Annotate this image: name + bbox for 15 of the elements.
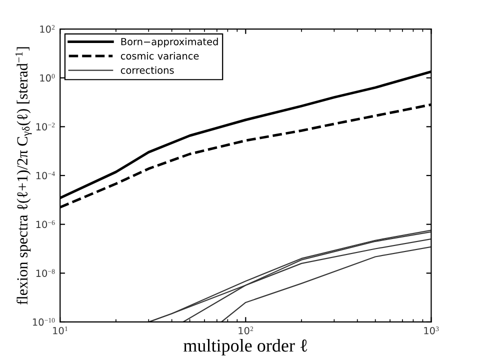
y-axis-title: flexion spectra ℓ(ℓ+1)/2π C$_{γδ}$(ℓ) [sterad$^{−1}$] [15, 47, 32, 305]
y-tick-label: 10$^{−6}$ [36, 220, 55, 228]
x-tick-label: 10$^{1}$ [53, 326, 68, 334]
y-tick-label: 10$^{−8}$ [36, 269, 55, 277]
y-tick-label: 10$^{−4}$ [36, 172, 55, 180]
y-tick-label: 10$^{0}$ [40, 74, 55, 82]
x-tick-label: 10$^{3}$ [424, 326, 439, 334]
y-tick-label: 10$^{2}$ [40, 25, 55, 33]
legend-label: corrections [120, 66, 174, 74]
y-tick-label: 10$^{−2}$ [36, 122, 55, 130]
legend-label: Born−approximated [121, 38, 218, 48]
y-tick-label: 10$^{−10}$ [32, 318, 55, 326]
legend-label: cosmic variance [120, 52, 199, 60]
x-axis-title: multipole order ℓ [184, 339, 308, 356]
x-tick-label: 10$^{2}$ [238, 326, 254, 334]
